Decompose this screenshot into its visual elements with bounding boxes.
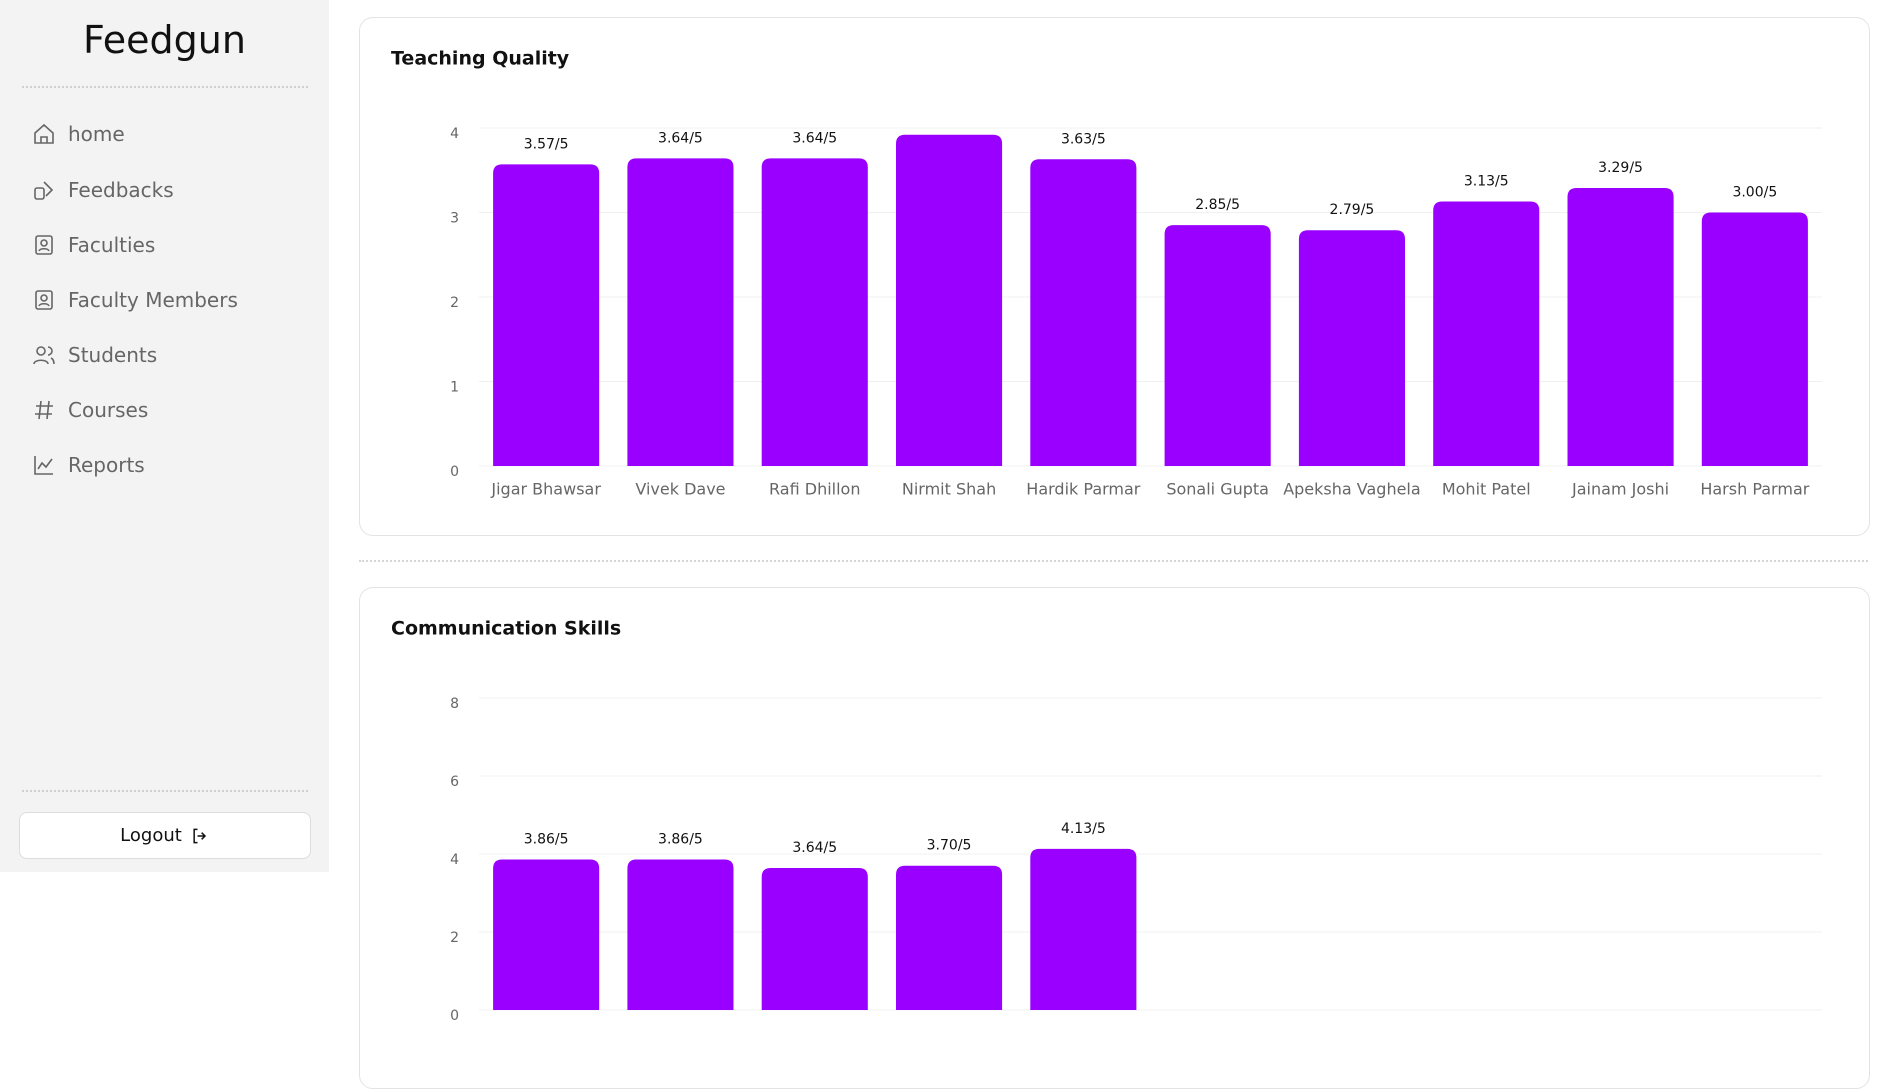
value-label: 3.29/5 <box>1598 160 1643 176</box>
divider <box>22 790 308 792</box>
bar <box>1298 230 1405 466</box>
nav-label: Faculty Members <box>68 288 238 312</box>
x-tick-label: Vivek Dave <box>635 480 725 499</box>
bar <box>761 158 868 467</box>
sidebar: Feedgun home Feedbacks Faculties Faculty… <box>0 0 329 872</box>
chart-title: Communication Skills <box>391 618 621 640</box>
y-tick-label: 6 <box>450 774 459 790</box>
value-label: 2.79/5 <box>1330 202 1375 218</box>
y-tick-label: 0 <box>450 464 459 480</box>
bar <box>761 868 868 1010</box>
x-tick-label: Sonali Gupta <box>1166 480 1269 499</box>
bar <box>1030 848 1137 1010</box>
y-tick-label: 1 <box>450 380 459 396</box>
nav-item[interactable]: home <box>32 119 125 149</box>
y-tick-label: 4 <box>450 852 459 868</box>
nav-item[interactable]: Reports <box>32 450 145 480</box>
nav-label: Courses <box>68 398 149 422</box>
chart-card: Teaching Quality 0 1 2 3 4 Jigar Bhawsar 3.57/5… <box>359 17 1870 536</box>
bar <box>896 134 1003 466</box>
nav-item[interactable]: Students <box>32 340 157 370</box>
divider <box>359 560 1868 562</box>
nav-item[interactable]: Faculties <box>32 230 155 260</box>
y-tick-label: 2 <box>450 295 459 311</box>
chart-card: Communication Skills 0 2 4 6 8 3.86/5 3.86/5 3.6… <box>359 587 1870 1089</box>
value-label: 3.63/5 <box>1061 131 1106 147</box>
x-tick-label: Hardik Parmar <box>1026 480 1141 499</box>
value-label: 3.00/5 <box>1732 185 1777 201</box>
nav-label: Students <box>68 343 158 367</box>
nav-item[interactable]: Courses <box>32 395 148 425</box>
bar <box>896 865 1003 1010</box>
logout-button[interactable]: Logout <box>19 812 311 859</box>
chart: Communication Skills 0 2 4 6 8 3.86/5 3.86/5 3.6… <box>391 618 1822 1024</box>
chart: Teaching Quality 0 1 2 3 4 Jigar Bhawsar 3.57/5… <box>391 48 1822 499</box>
brand: Feedgun <box>83 18 246 62</box>
nav-label: Faculties <box>68 233 156 257</box>
bar <box>627 158 734 467</box>
value-label: 3.86/5 <box>658 831 703 847</box>
y-tick-label: 8 <box>450 696 459 712</box>
value-label: 3.64/5 <box>792 840 837 856</box>
bar <box>627 859 734 1010</box>
value-label: 3.70/5 <box>927 838 972 854</box>
y-tick-label: 0 <box>450 1008 459 1024</box>
bar <box>1433 201 1540 466</box>
x-tick-label: Apeksha Vaghela <box>1283 480 1420 499</box>
value-label: 3.64/5 <box>658 130 703 146</box>
value-label: 3.86/5 <box>524 831 569 847</box>
x-tick-label: Jainam Joshi <box>1571 480 1669 499</box>
bar <box>1567 187 1674 466</box>
bar <box>1701 212 1808 466</box>
bar <box>493 164 600 466</box>
y-tick-label: 2 <box>450 930 459 946</box>
value-label: 2.85/5 <box>1195 197 1240 213</box>
chart-title: Teaching Quality <box>391 48 570 70</box>
nav-item[interactable]: Faculty Members <box>32 285 238 315</box>
x-tick-label: Mohit Patel <box>1442 480 1531 499</box>
x-tick-label: Nirmit Shah <box>902 480 996 499</box>
nav-item[interactable]: Feedbacks <box>32 175 174 205</box>
value-label: 3.13/5 <box>1464 174 1509 190</box>
value-label: 4.13/5 <box>1061 821 1106 837</box>
bar <box>1164 225 1271 466</box>
x-tick-label: Harsh Parmar <box>1700 480 1809 499</box>
divider <box>22 86 308 88</box>
bar <box>1030 159 1137 466</box>
value-label: 3.64/5 <box>792 130 837 146</box>
bar <box>493 859 600 1010</box>
x-tick-label: Jigar Bhawsar <box>490 480 601 499</box>
nav-label: Reports <box>68 453 145 477</box>
nav-label: home <box>68 122 125 146</box>
y-tick-label: 4 <box>450 126 459 142</box>
y-tick-label: 3 <box>450 211 459 227</box>
value-label: 3.57/5 <box>524 136 569 152</box>
nav-label: Feedbacks <box>68 178 174 202</box>
logout-label: Logout <box>120 825 182 846</box>
x-tick-label: Rafi Dhillon <box>769 480 860 499</box>
